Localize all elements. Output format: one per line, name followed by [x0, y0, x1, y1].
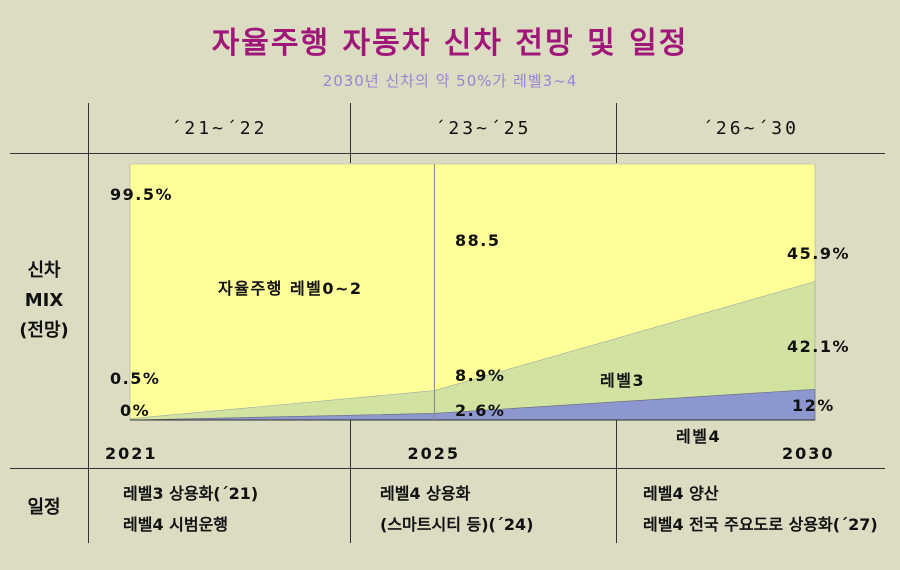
page-subtitle: 2030년 신차의 약 50%가 레벨3~4: [322, 72, 578, 90]
data-label-level3-2021: 0.5%: [110, 369, 160, 388]
data-label-level0-2-2030: 45.9%: [787, 244, 850, 263]
period-header-2: ´23~´25: [434, 118, 532, 139]
schedule-cell-1: 레벨3 상용화(´21) 레벨4 시범운행: [123, 478, 258, 540]
x-tick-label: 2021: [105, 444, 158, 463]
grid-line-period-1-lower: [350, 420, 351, 543]
period-header-1: ´21~´22: [170, 118, 268, 139]
row-label-mix-line-1: 신차: [27, 260, 61, 281]
data-label-level0-2-2021: 99.5%: [110, 185, 173, 204]
grid-line-period-2-lower: [616, 420, 617, 543]
schedule-item: 레벨4 양산: [643, 484, 719, 503]
series-name-level0-2: 자율주행 레벨0~2: [218, 279, 363, 298]
data-label-level3-2030: 42.1%: [787, 337, 850, 356]
data-label-level3-2025: 8.9%: [455, 366, 505, 385]
data-label-level4-2030: 12%: [792, 396, 835, 415]
data-label-level4-2021: 0%: [120, 401, 150, 420]
grid-line-chart-bottom: [10, 468, 885, 469]
grid-line-period-1: [350, 103, 351, 163]
series-name-level4: 레벨4: [676, 427, 721, 446]
schedule-item: 레벨4 시범운행: [123, 515, 229, 534]
page-title: 자율주행 자동차 신차 전망 및 일정: [211, 26, 689, 61]
data-label-level0-2-2025: 88.5: [455, 231, 500, 250]
period-header-3: ´26~´30: [702, 118, 799, 139]
schedule-item: 레벨4 상용화: [380, 484, 471, 503]
row-label-mix-line-3: (전망): [19, 320, 69, 341]
schedule-item: (스마트시티 등)(´24): [380, 515, 534, 534]
x-tick-label: 2025: [407, 444, 460, 463]
schedule-cell-3: 레벨4 양산 레벨4 전국 주요도로 상용화(´27): [643, 478, 878, 540]
series-name-level3: 레벨3: [600, 371, 645, 390]
schedule-cell-2: 레벨4 상용화 (스마트시티 등)(´24): [380, 478, 533, 540]
row-label-mix-line-2: MIX: [24, 290, 64, 311]
grid-line-header-bottom: [10, 153, 885, 154]
grid-line-period-2: [616, 103, 617, 163]
schedule-item: 레벨4 전국 주요도로 상용화(´27): [643, 515, 878, 534]
row-label-schedule: 일정: [27, 497, 61, 518]
data-label-level4-2025: 2.6%: [455, 401, 505, 420]
row-label-mix: 신차 MIX (전망): [0, 256, 88, 346]
grid-line-label-column: [88, 103, 89, 543]
x-tick-label: 2030: [782, 444, 835, 463]
schedule-item: 레벨3 상용화(´21): [123, 484, 259, 503]
